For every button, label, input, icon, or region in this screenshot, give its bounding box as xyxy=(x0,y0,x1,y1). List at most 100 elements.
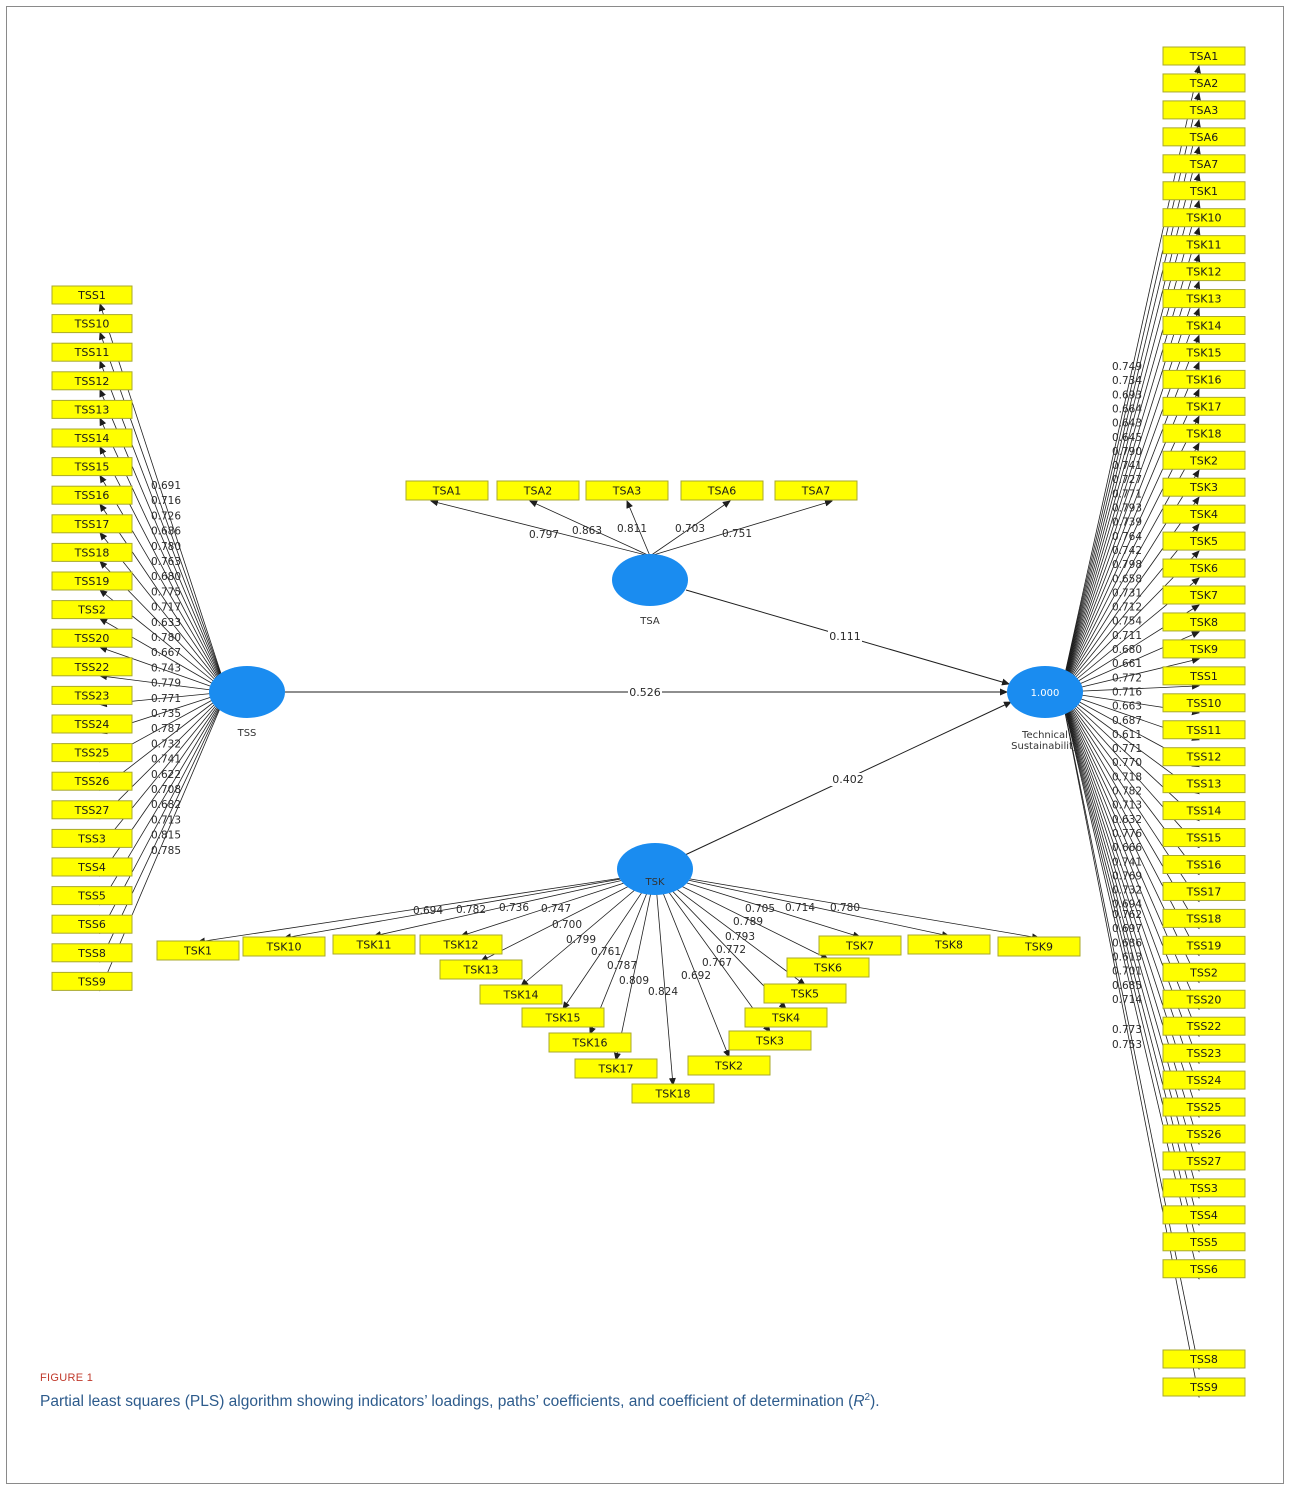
indicator-box xyxy=(1162,531,1246,551)
indicator-box xyxy=(631,1083,715,1104)
indicator-ts-tsa3: TSA3 xyxy=(1162,100,1246,120)
indicator-ts-tsa7: TSA7 xyxy=(1162,154,1246,174)
indicator-label: TSK10 xyxy=(1186,212,1222,225)
indicator-tss-tss16: TSS16 xyxy=(51,485,133,505)
loading-value-tsa-tsa6: 0.703 xyxy=(675,523,705,535)
loading-value-tsk-tsk16: 0.787 xyxy=(607,960,637,972)
indicator-ts-tss4: TSS4 xyxy=(1162,1205,1246,1225)
indicator-box xyxy=(1162,154,1246,174)
loading-value-tss-tss14: 0.763 xyxy=(151,556,181,568)
loading-value-ts-extra-0: 0.762 xyxy=(1112,909,1142,921)
indicator-box xyxy=(1162,262,1246,282)
indicator-label: TSA6 xyxy=(707,485,736,498)
loading-value-tsk-tsk7: 0.705 xyxy=(745,903,775,915)
loading-value-tsk-tsk13: 0.700 xyxy=(552,919,582,931)
latent-tsa: TSA xyxy=(612,554,688,627)
indicator-ts-tsa6: TSA6 xyxy=(1162,127,1246,147)
indicator-ts-tsk17: TSK17 xyxy=(1162,396,1246,416)
indicator-ts-tsk2: TSK2 xyxy=(1162,450,1246,470)
indicator-label: TSS14 xyxy=(74,432,110,445)
indicator-label: TSA1 xyxy=(1189,50,1218,63)
indicator-label: TSS16 xyxy=(74,489,110,502)
indicator-box xyxy=(1162,396,1246,416)
loading-arrow-tsk-tsk3 xyxy=(654,872,771,1033)
indicator-box xyxy=(1162,1151,1246,1171)
indicator-box xyxy=(1162,504,1246,524)
indicator-box xyxy=(51,342,133,362)
indicator-box xyxy=(1162,1377,1246,1397)
indicator-box xyxy=(1162,369,1246,389)
loading-value-ts-tsk6-19: 0.793 xyxy=(1112,503,1142,515)
indicator-label: TSS11 xyxy=(1186,724,1222,737)
indicator-ts-tss23: TSS23 xyxy=(1162,1043,1246,1063)
indicator-label: TSS27 xyxy=(74,804,110,817)
indicator-label: TSS4 xyxy=(1189,1209,1218,1222)
indicator-label: TSK9 xyxy=(1189,643,1218,656)
indicator-tsk-tsk4: TSK4 xyxy=(744,1007,828,1028)
indicator-label: TSK11 xyxy=(1186,239,1222,252)
loading-value-ts-tss2-34: 0.687 xyxy=(1112,715,1142,727)
indicator-label: TSK5 xyxy=(790,988,819,1001)
indicator-ts-tss2: TSS2 xyxy=(1162,962,1246,982)
indicator-box xyxy=(51,971,133,991)
indicator-label: TSK17 xyxy=(598,1063,634,1076)
loading-value-tsa-tsa1: 0.797 xyxy=(529,529,559,541)
loading-value-tss-tss12: 0.686 xyxy=(151,526,181,538)
indicator-ts-tss22: TSS22 xyxy=(1162,1016,1246,1036)
loading-value-tsk-tsk14: 0.799 xyxy=(566,934,596,946)
indicator-box xyxy=(907,934,991,955)
indicator-ts-tsa1: TSA1 xyxy=(1162,46,1246,66)
loading-arrow-ts-tsk9-22 xyxy=(1060,657,1200,693)
indicator-tsk-tsk10: TSK10 xyxy=(242,936,326,957)
indicator-label: TSK3 xyxy=(1189,481,1218,494)
loading-value-ts-tsk16-12: 0.664 xyxy=(1112,403,1142,415)
indicator-box xyxy=(521,1007,605,1028)
indicator-label: TSS6 xyxy=(1189,1263,1218,1276)
loading-arrow-tsk-tsk7 xyxy=(654,872,861,939)
loading-arrow-ts-tsk3-16 xyxy=(1060,496,1200,693)
indicator-ts-tsk6: TSK6 xyxy=(1162,558,1246,578)
indicator-tsa-tsa1: TSA1 xyxy=(405,480,489,501)
indicator-tss-tss25: TSS25 xyxy=(51,743,133,763)
indicator-box xyxy=(1162,747,1246,767)
loading-value-tss-tss10: 0.716 xyxy=(151,495,181,507)
indicator-label: TSK3 xyxy=(755,1035,784,1048)
loading-value-ts-tsk13-9: 0.749 xyxy=(1112,361,1142,373)
loading-arrow-tss-tss3 xyxy=(99,691,228,849)
indicator-box xyxy=(744,1007,828,1028)
indicator-box xyxy=(51,428,133,448)
loading-arrow-tsk-tsk15 xyxy=(562,872,656,1010)
indicator-box xyxy=(574,1058,658,1079)
indicator-box xyxy=(51,600,133,620)
loading-value-tss-tss27: 0.741 xyxy=(151,754,181,766)
loading-value-ts-extra-5: 0.685 xyxy=(1112,980,1142,992)
loading-value-ts-tss25-39: 0.782 xyxy=(1112,786,1142,798)
indicator-box xyxy=(1162,1016,1246,1036)
loading-arrow-tsk-tsk13 xyxy=(480,872,656,962)
indicator-box xyxy=(51,399,133,419)
indicator-ts-tss12: TSS12 xyxy=(1162,747,1246,767)
indicator-label: TSS4 xyxy=(77,861,106,874)
indicator-box xyxy=(1162,316,1246,335)
loading-value-ts-tss26-40: 0.713 xyxy=(1112,800,1142,812)
loading-value-ts-tsk18-14: 0.645 xyxy=(1112,432,1142,444)
indicator-tss-tss5: TSS5 xyxy=(51,886,133,906)
loading-arrow-tsk-tsk11 xyxy=(373,872,656,938)
indicator-label: TSS1 xyxy=(77,289,106,302)
loading-arrow-tss-tss20 xyxy=(99,646,228,693)
latent-ellipse xyxy=(612,554,688,606)
indicator-ts-tss8: TSS8 xyxy=(1162,1349,1246,1369)
indicator-label: TSK12 xyxy=(1186,266,1222,279)
indicator-box xyxy=(1162,450,1246,470)
indicator-label: TSA6 xyxy=(1189,131,1218,144)
indicator-box xyxy=(51,771,133,791)
indicator-label: TSK7 xyxy=(845,940,874,953)
indicator-box xyxy=(1162,1097,1246,1117)
indicator-label: TSS22 xyxy=(1186,1020,1222,1033)
indicator-box xyxy=(51,714,133,734)
loading-arrow-ts-tss1-23 xyxy=(1060,682,1200,693)
indicator-box xyxy=(51,514,133,534)
indicator-tss-tss9: TSS9 xyxy=(51,971,133,991)
loading-value-ts-tss27-41: 0.632 xyxy=(1112,814,1142,826)
loading-value-ts-tss8-46: 0.732 xyxy=(1112,885,1142,897)
